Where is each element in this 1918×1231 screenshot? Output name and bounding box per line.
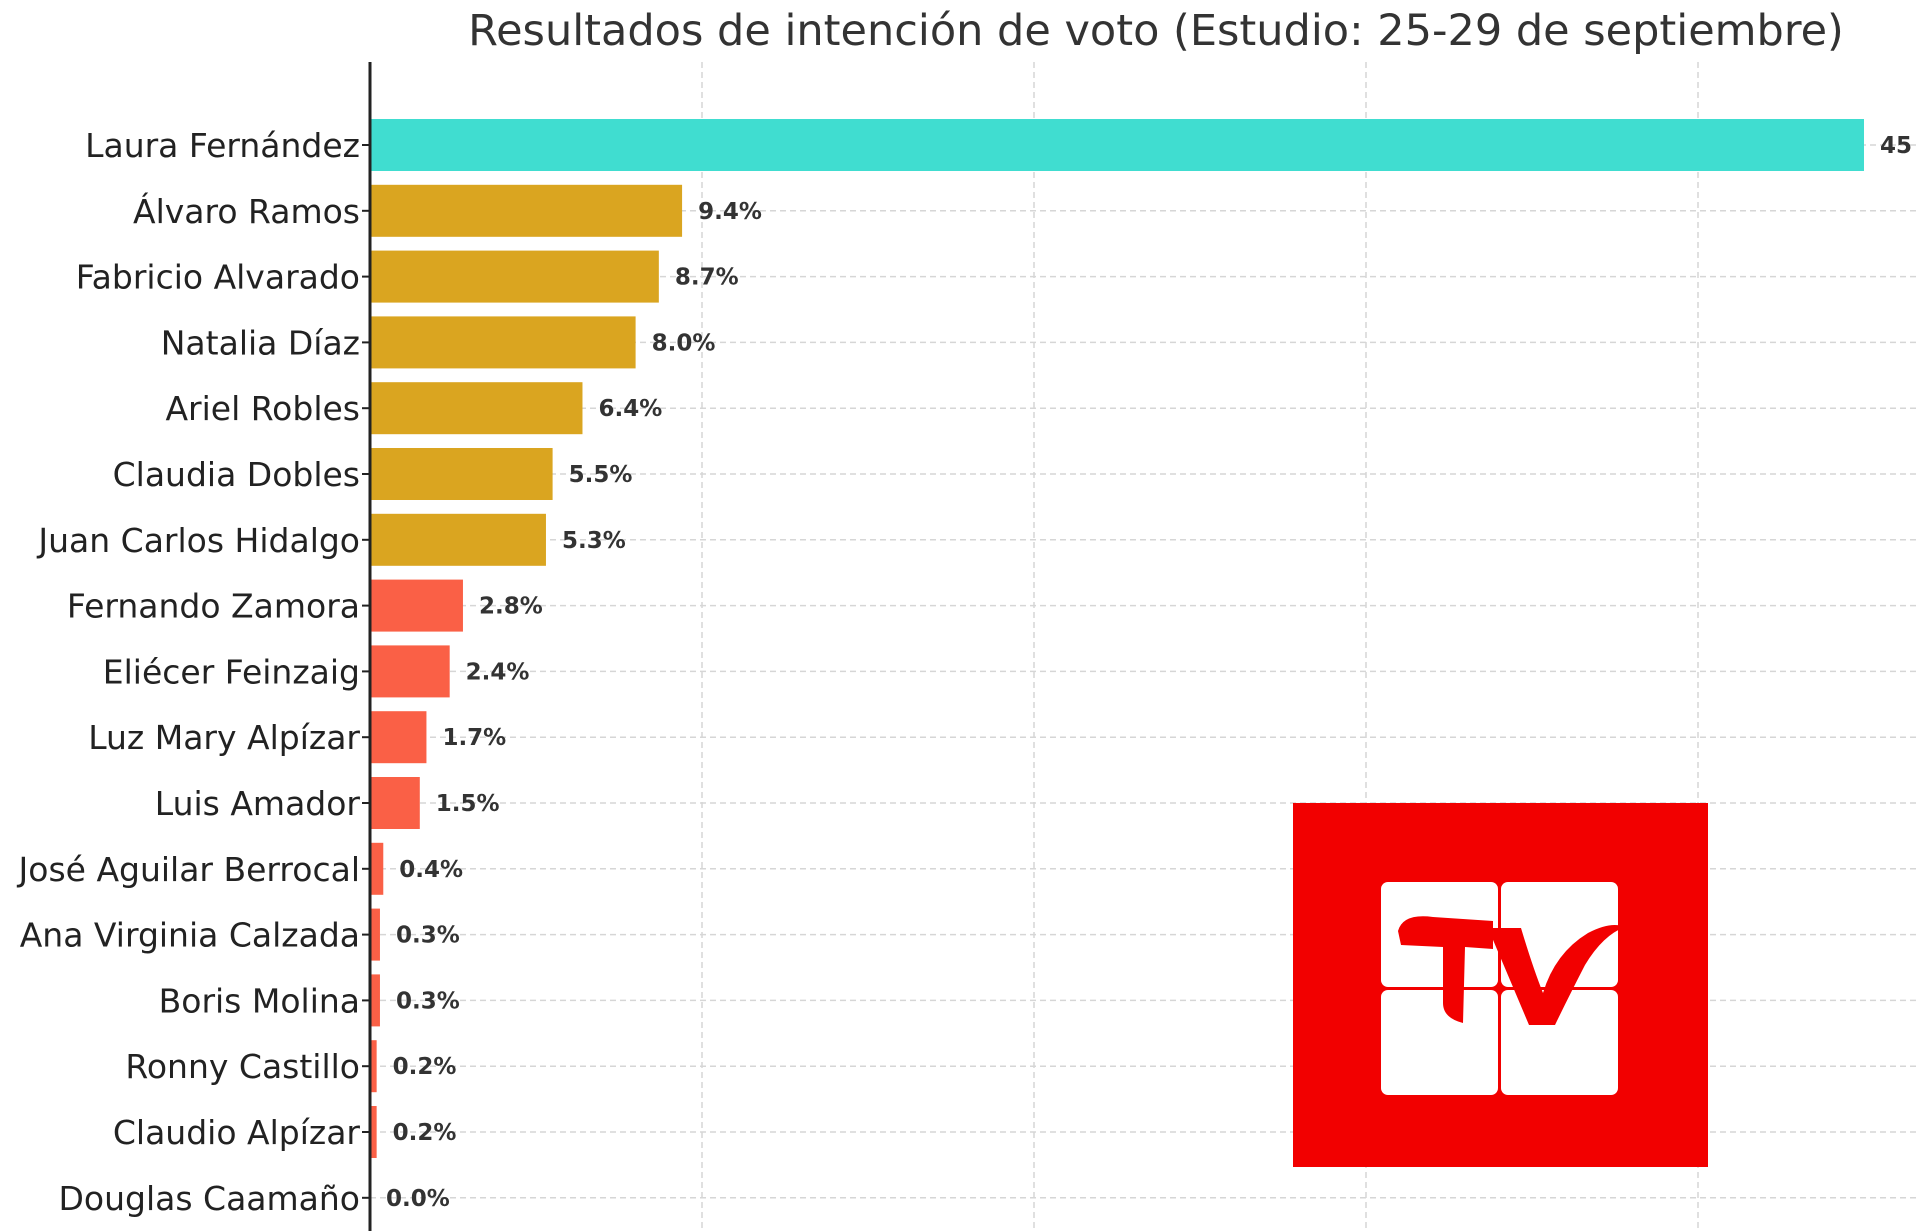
value-labels: 45 9.4% 8.7% 8.0% 6.4% 5.5% 5.3% 2.8% 2.4% 1.7% 1.… xyxy=(386,133,1912,1212)
value-label: 2.4% xyxy=(466,659,530,685)
value-label: 45 xyxy=(1880,133,1912,159)
category-label: Boris Molina xyxy=(159,981,360,1020)
category-label: Natalia Díaz xyxy=(161,323,360,362)
category-label: Fernando Zamora xyxy=(67,587,360,626)
category-label: Eliécer Feinzaig xyxy=(103,652,360,691)
bar xyxy=(370,250,659,303)
value-label: 5.3% xyxy=(562,528,626,554)
value-label: 1.7% xyxy=(442,725,506,751)
bar xyxy=(370,448,553,500)
bar xyxy=(370,711,427,764)
value-label: 1.5% xyxy=(436,791,500,817)
bar xyxy=(370,184,683,237)
category-label: Douglas Caamaño xyxy=(59,1179,361,1218)
bar xyxy=(370,119,1864,171)
value-label: 6.4% xyxy=(598,396,662,422)
bar xyxy=(370,316,636,369)
bar xyxy=(370,974,380,1027)
category-label: Fabricio Alvarado xyxy=(76,258,360,297)
tv-logo-icon xyxy=(1381,882,1625,1095)
value-label: 0.4% xyxy=(399,857,463,883)
value-label: 8.0% xyxy=(652,330,716,356)
chart-title: Resultados de intención de voto (Estudio… xyxy=(468,6,1844,56)
category-label: José Aguilar Berrocal xyxy=(17,850,360,889)
bars xyxy=(370,119,1864,1158)
category-label: Juan Carlos Hidalgo xyxy=(36,521,360,560)
bar xyxy=(370,645,450,698)
bar xyxy=(370,513,546,566)
value-label: 5.5% xyxy=(569,462,633,488)
bar xyxy=(370,382,583,435)
value-label: 0.0% xyxy=(386,1186,450,1212)
category-label: Claudia Dobles xyxy=(113,455,360,494)
bar xyxy=(370,1106,377,1158)
category-label: Luz Mary Alpízar xyxy=(88,718,360,757)
category-labels: Laura Fernández Álvaro Ramos Fabricio Alva… xyxy=(17,126,370,1218)
bar xyxy=(370,579,463,632)
category-label: Ariel Robles xyxy=(165,389,360,428)
bar xyxy=(370,1040,377,1093)
bar xyxy=(370,908,380,961)
bar xyxy=(370,842,384,895)
bar xyxy=(370,777,420,829)
category-label: Ana Virginia Calzada xyxy=(20,916,360,955)
category-label: Álvaro Ramos xyxy=(133,191,360,231)
tv-logo-watermark xyxy=(1293,803,1708,1167)
category-label: Luis Amador xyxy=(155,784,361,823)
category-label: Claudio Alpízar xyxy=(113,1113,361,1152)
value-label: 0.3% xyxy=(396,988,460,1014)
value-label: 0.2% xyxy=(393,1054,457,1080)
category-label: Laura Fernández xyxy=(85,126,360,165)
value-label: 8.7% xyxy=(675,265,739,291)
category-label: Ronny Castillo xyxy=(125,1047,360,1086)
value-label: 0.3% xyxy=(396,923,460,949)
value-label: 0.2% xyxy=(393,1120,457,1146)
value-label: 9.4% xyxy=(698,199,762,225)
value-label: 2.8% xyxy=(479,594,543,620)
